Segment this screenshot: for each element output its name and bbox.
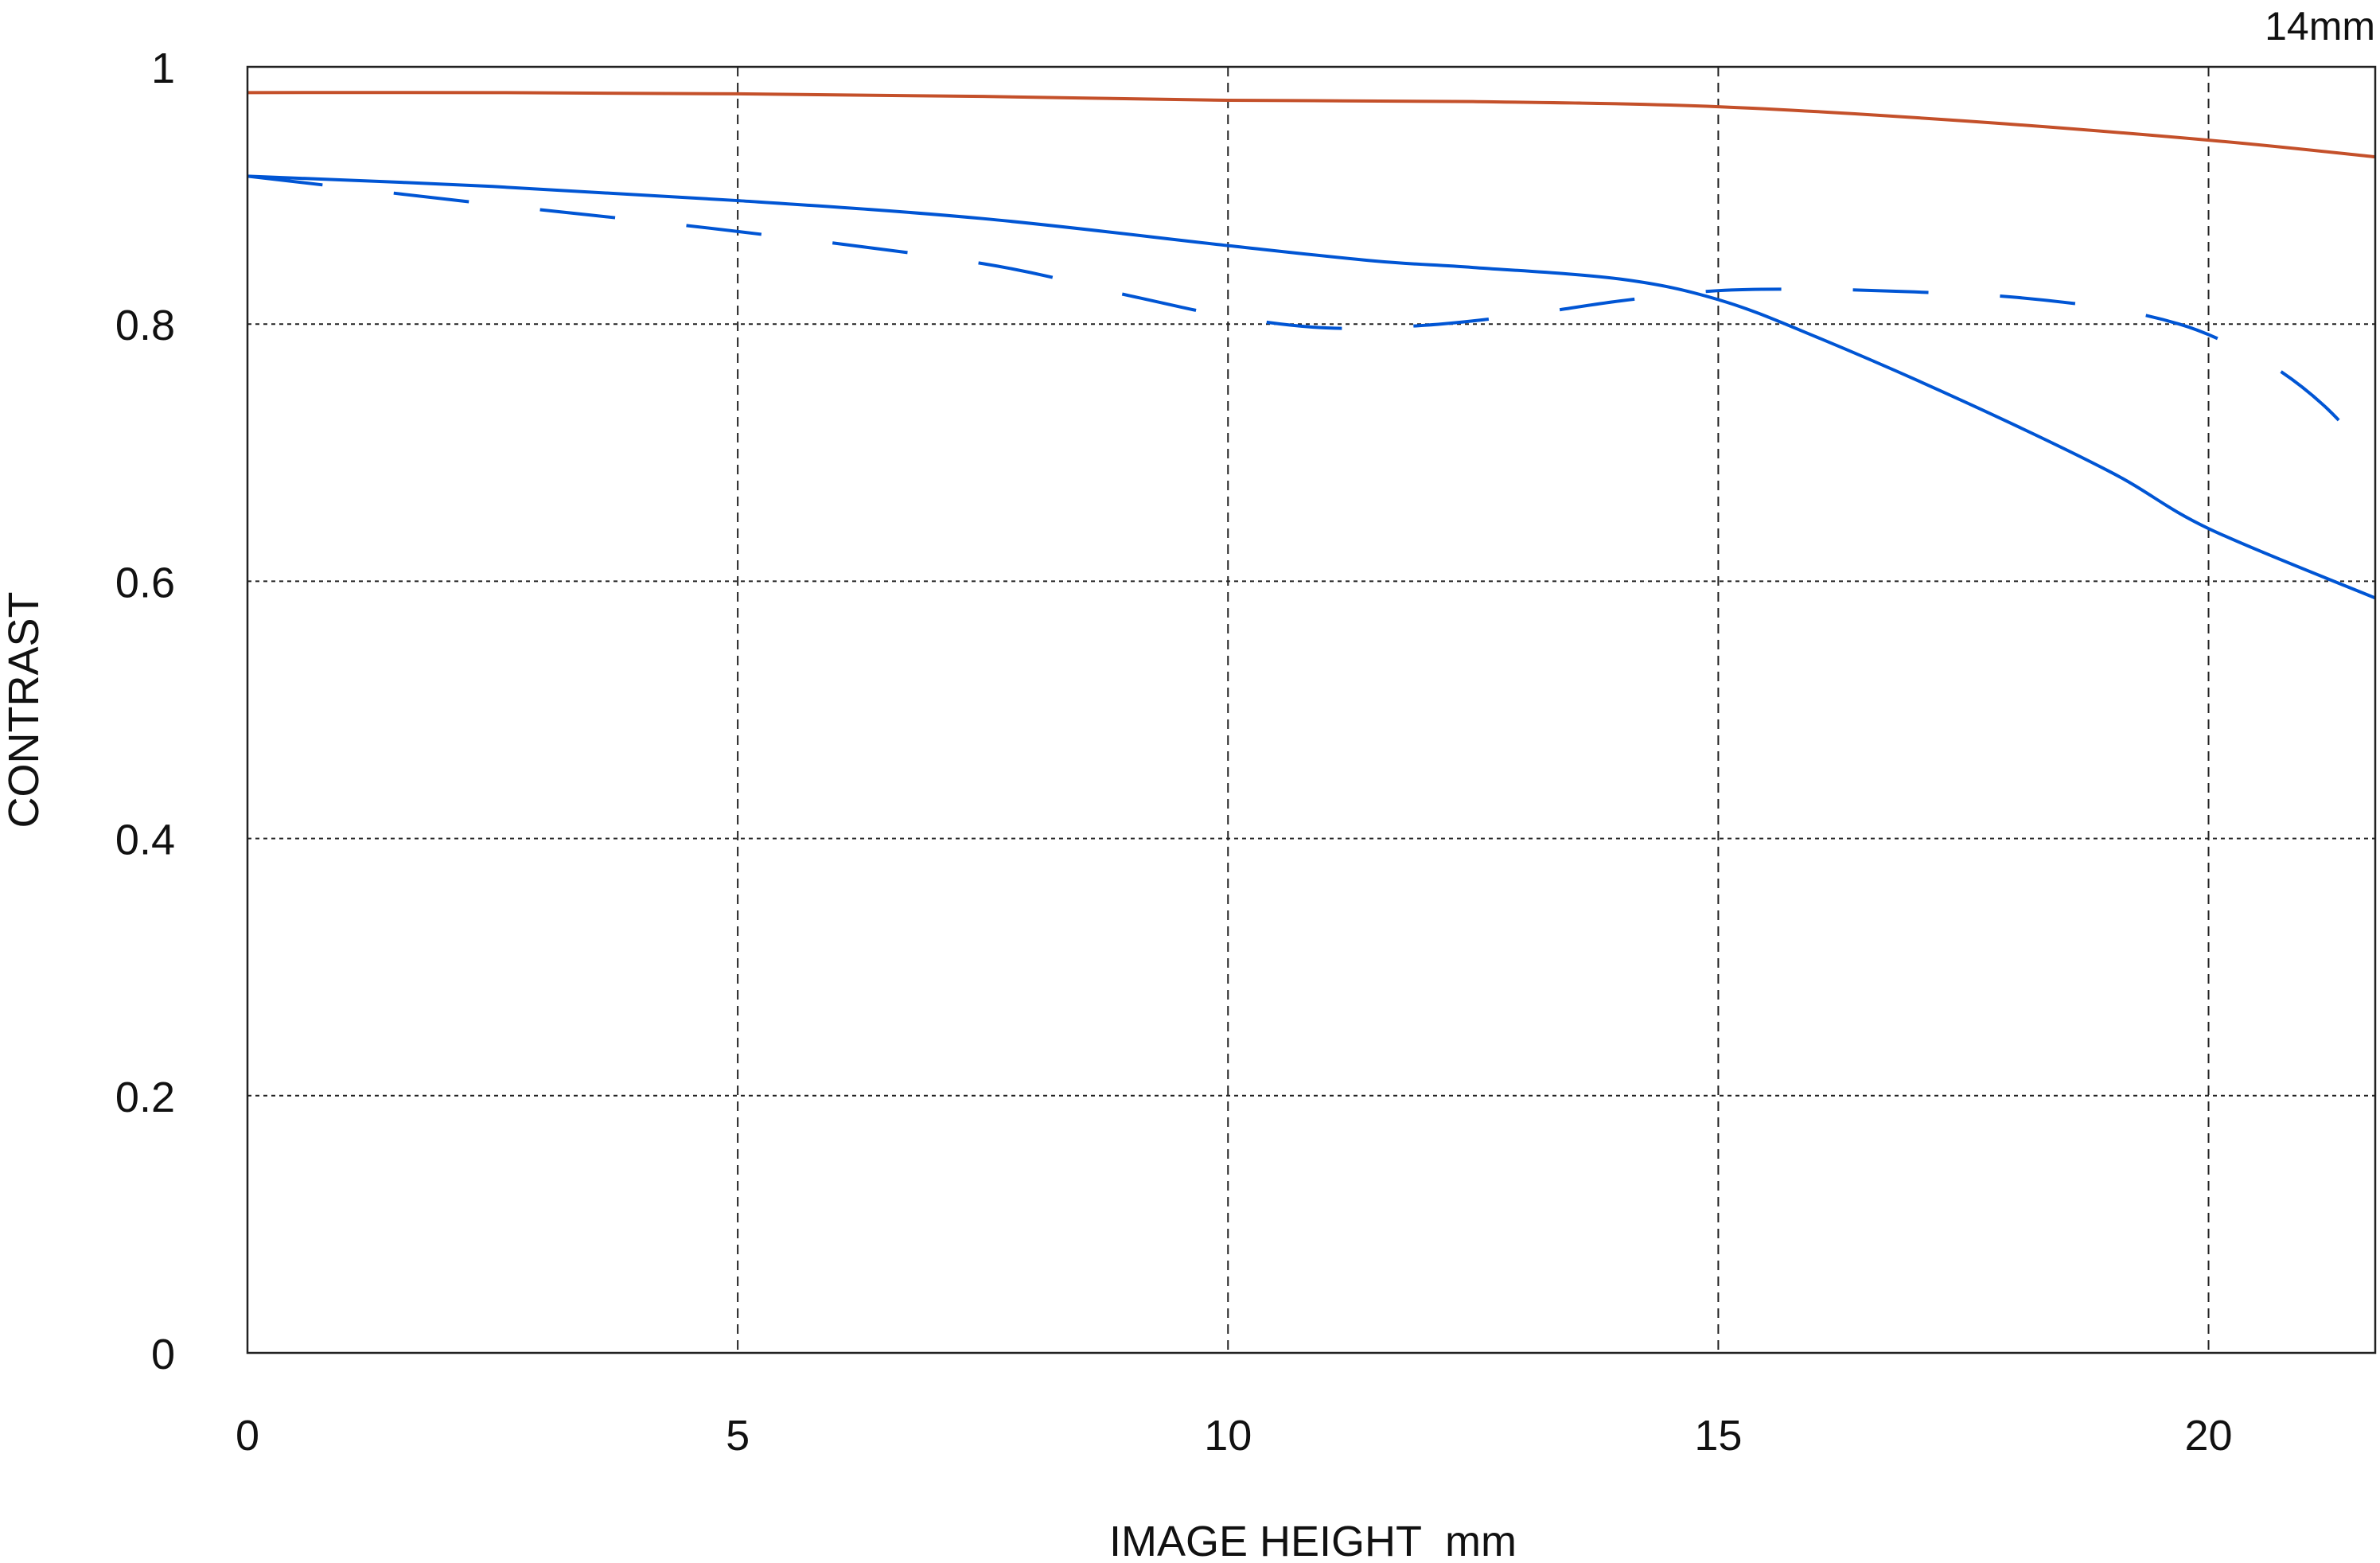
x-tick-label: 20 [2184,1412,2232,1460]
y-tick-label: 0.8 [115,302,175,349]
y-tick-label: 0.4 [115,817,175,864]
y-tick-label: 1 [151,45,175,92]
chart-title: 14mm [2265,4,2375,49]
x-tick-label: 0 [236,1412,259,1460]
y-tick-label: 0 [151,1331,175,1378]
series-line-2-dashed [247,174,2377,462]
y-tick-labels: 0 0.2 0.4 0.6 0.8 1 [115,45,175,1378]
series-group [247,91,2377,600]
y-tick-label: 0.6 [115,559,175,606]
y-axis-label: CONTRAST [0,592,48,828]
x-axis-label: IMAGE HEIGHT mm [1109,1518,1517,1563]
x-tick-label: 10 [1204,1412,1252,1460]
plot-frame [246,65,2377,1354]
x-tick-labels: 0 5 10 15 20 [236,1412,2233,1460]
x-tick-label: 15 [1694,1412,1742,1460]
y-tick-label: 0.2 [115,1074,175,1121]
x-tick-label: 5 [726,1412,750,1460]
series-line-0-solid [247,91,2376,159]
grid [247,67,2375,1353]
series-line-1-solid [247,174,2376,600]
